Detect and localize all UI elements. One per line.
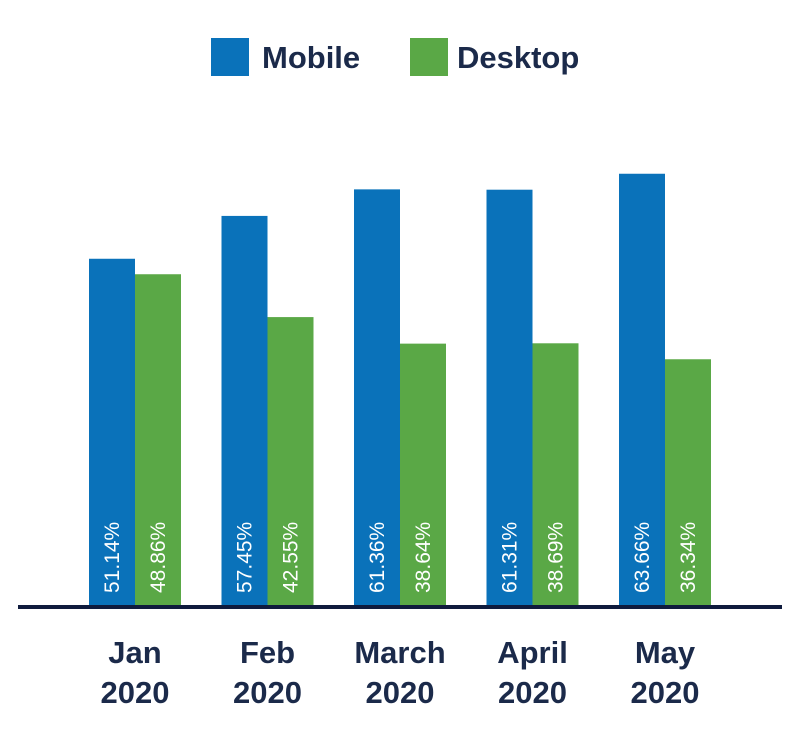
value-label-desktop-0: 48.86% xyxy=(147,522,170,593)
category-label-0-line-0: Jan xyxy=(108,635,161,670)
legend: Mobile Desktop xyxy=(211,38,579,76)
value-label-desktop-1: 42.55% xyxy=(280,522,303,593)
value-label-desktop-2: 38.64% xyxy=(412,522,435,593)
bar-mobile-0 xyxy=(89,258,135,606)
category-label-4-line-0: May xyxy=(635,635,696,670)
category-label-4-line-1: 2020 xyxy=(631,675,700,710)
legend-swatch-desktop xyxy=(410,38,448,76)
bar-desktop-2 xyxy=(400,343,446,606)
legend-swatch-mobile xyxy=(211,38,249,76)
bar-desktop-3 xyxy=(532,343,579,606)
category-labels: Jan 2020 Feb 2020 March 2020 April 2020 May 2020 xyxy=(101,635,700,710)
value-label-mobile-0: 51.14% xyxy=(101,522,124,593)
category-label-1-line-1: 2020 xyxy=(233,675,302,710)
value-label-mobile-1: 57.45% xyxy=(234,522,257,593)
bar-desktop-1 xyxy=(267,317,314,606)
bar-mobile-4 xyxy=(619,173,665,606)
value-label-mobile-2: 61.36% xyxy=(366,522,389,593)
value-label-mobile-3: 61.31% xyxy=(499,522,522,593)
bar-mobile-1 xyxy=(221,215,268,607)
category-label-3-line-0: April xyxy=(497,635,568,670)
legend-label-desktop: Desktop xyxy=(457,40,579,75)
bar-desktop-4 xyxy=(665,359,711,606)
category-label-2-line-0: March xyxy=(354,635,445,670)
category-label-3-line-1: 2020 xyxy=(498,675,567,710)
category-label-2-line-1: 2020 xyxy=(366,675,435,710)
value-label-desktop-3: 38.69% xyxy=(545,522,568,593)
category-label-1-line-0: Feb xyxy=(240,635,295,670)
category-label-0-line-1: 2020 xyxy=(101,675,170,710)
bar-mobile-2 xyxy=(354,189,400,606)
bar-mobile-3 xyxy=(486,189,533,607)
bar-desktop-0 xyxy=(135,274,181,606)
value-label-desktop-4: 36.34% xyxy=(677,522,700,593)
bars xyxy=(89,173,711,607)
legend-label-mobile: Mobile xyxy=(262,40,360,75)
value-labels: 51.14% 48.86% 57.45% 42.55% 61.36% 38.64% 61.3… xyxy=(101,522,700,593)
value-label-mobile-4: 63.66% xyxy=(631,522,654,593)
